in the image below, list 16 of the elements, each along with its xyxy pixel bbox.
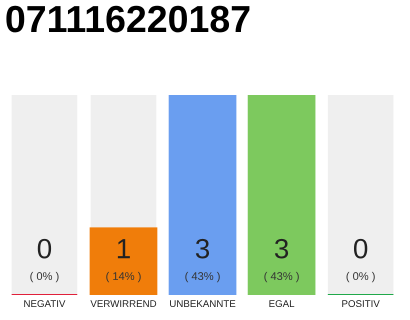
- data-label: 0: [354, 238, 368, 258]
- x-tick-label: POSITIV: [342, 300, 380, 308]
- annotation: ( 43% ): [185, 272, 220, 282]
- annotation: ( 43% ): [264, 272, 299, 282]
- annotation: ( 0% ): [346, 272, 375, 282]
- x-tick-label: NEGATIV: [24, 300, 66, 308]
- data-label: 0: [38, 238, 52, 258]
- annotation: ( 14% ): [106, 272, 141, 282]
- x-tick-label: UNBEKANNTE: [170, 300, 236, 308]
- chart-title: 071116220187: [6, 6, 250, 32]
- data-label: 1: [118, 239, 130, 258]
- data-label: 3: [274, 238, 288, 258]
- annotation: ( 0% ): [30, 272, 59, 282]
- data-label: 3: [196, 238, 210, 258]
- x-tick-label: VERWIRREND: [90, 300, 156, 307]
- x-tick-label: EGAL: [269, 300, 294, 308]
